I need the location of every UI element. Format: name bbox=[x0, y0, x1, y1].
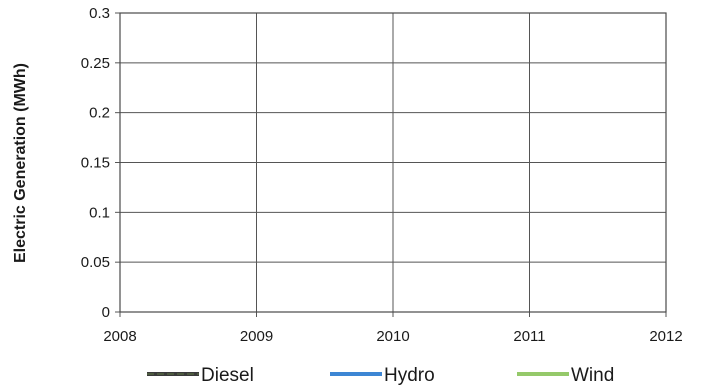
x-tick-label: 2010 bbox=[376, 328, 409, 345]
legend-label: Wind bbox=[571, 365, 614, 386]
legend-item-diesel: Diesel bbox=[147, 365, 254, 386]
grid-lines bbox=[115, 12, 667, 317]
y-tick-label: 0.05 bbox=[81, 254, 110, 271]
y-tick-label: 0.25 bbox=[81, 55, 110, 72]
y-tick-label: 0 bbox=[102, 304, 110, 321]
x-tick-label: 2012 bbox=[649, 328, 682, 345]
y-axis-title: Electric Generation (MWh) bbox=[12, 63, 29, 263]
y-tick-label: 0.3 bbox=[89, 5, 110, 22]
legend-item-hydro: Hydro bbox=[330, 365, 435, 386]
y-tick-label: 0.1 bbox=[89, 204, 110, 221]
x-tick-label: 2009 bbox=[240, 328, 273, 345]
tick-labels: 0 0.05 0.1 0.15 0.2 0.25 0.3 2008 2009 2010 2011 20… bbox=[81, 5, 683, 345]
y-tick-label: 0.15 bbox=[81, 155, 110, 172]
y-tick-label: 0.2 bbox=[89, 105, 110, 122]
legend-item-wind: Wind bbox=[517, 365, 614, 386]
plot-area bbox=[119, 12, 667, 313]
legend-label: Diesel bbox=[201, 365, 254, 386]
x-tick-label: 2008 bbox=[103, 328, 136, 345]
legend: Diesel Hydro Wind bbox=[147, 365, 614, 386]
x-tick-label: 2011 bbox=[513, 328, 545, 345]
legend-label: Hydro bbox=[384, 365, 435, 386]
